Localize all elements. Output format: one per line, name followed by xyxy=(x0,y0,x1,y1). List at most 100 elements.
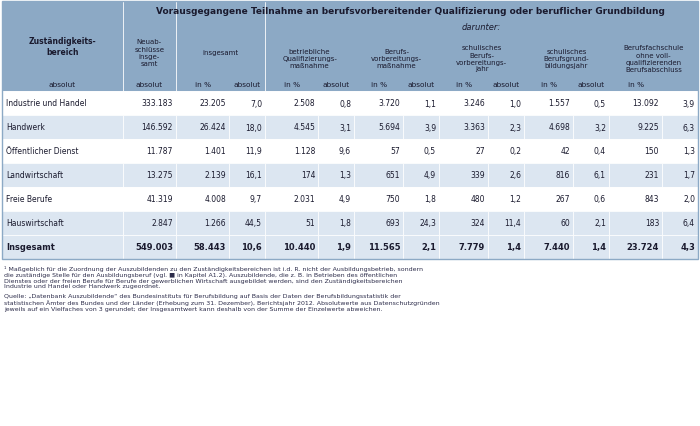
Text: 6,1: 6,1 xyxy=(594,171,606,180)
Text: Vorausgegangene Teilnahme an berufsvorbereitender Qualifizierung oder berufliche: Vorausgegangene Teilnahme an berufsvorbe… xyxy=(156,6,665,15)
Text: 183: 183 xyxy=(645,219,659,228)
Text: 174: 174 xyxy=(301,171,315,180)
Text: in %: in % xyxy=(627,82,643,88)
Bar xyxy=(573,140,609,164)
Bar xyxy=(265,164,318,187)
Text: 480: 480 xyxy=(470,195,485,204)
Bar xyxy=(2,236,122,259)
Text: darunter:: darunter: xyxy=(462,23,501,32)
Text: insgesamt: insgesamt xyxy=(202,50,239,56)
Bar xyxy=(439,116,488,140)
Bar xyxy=(2,187,122,211)
Text: 13.092: 13.092 xyxy=(633,99,659,108)
Text: 3,2: 3,2 xyxy=(594,123,606,132)
Bar xyxy=(318,116,354,140)
Bar xyxy=(662,211,698,236)
Text: 843: 843 xyxy=(645,195,659,204)
Text: absolut: absolut xyxy=(407,82,435,88)
Bar xyxy=(609,236,662,259)
Text: 1,3: 1,3 xyxy=(339,171,351,180)
Text: 2.508: 2.508 xyxy=(293,99,315,108)
Text: 0,5: 0,5 xyxy=(424,147,436,156)
Bar xyxy=(354,116,403,140)
Text: in %: in % xyxy=(195,82,211,88)
Bar xyxy=(403,92,439,116)
Bar xyxy=(265,236,318,259)
Text: Neuab-
schlüsse
insge-
samt: Neuab- schlüsse insge- samt xyxy=(134,40,164,66)
Bar xyxy=(609,140,662,164)
Bar xyxy=(318,236,354,259)
Bar xyxy=(662,92,698,116)
Text: schulisches
Berufsgrund-
bildungsjahr: schulisches Berufsgrund- bildungsjahr xyxy=(544,49,589,69)
Bar xyxy=(609,211,662,236)
Bar xyxy=(439,211,488,236)
Bar xyxy=(403,140,439,164)
Text: ¹ Maßgeblich für die Zuordnung der Auszubildenden zu den Zuständigkeitsbereichen: ¹ Maßgeblich für die Zuordnung der Auszu… xyxy=(4,265,423,289)
Text: 2,3: 2,3 xyxy=(509,123,521,132)
Text: 9,6: 9,6 xyxy=(339,147,351,156)
Bar xyxy=(354,164,403,187)
Text: 7,0: 7,0 xyxy=(250,99,262,108)
Text: 0,6: 0,6 xyxy=(594,195,606,204)
Text: 1,3: 1,3 xyxy=(683,147,695,156)
Text: 1,0: 1,0 xyxy=(509,99,521,108)
Text: absolut: absolut xyxy=(493,82,519,88)
Text: 3.720: 3.720 xyxy=(379,99,400,108)
Text: 267: 267 xyxy=(556,195,570,204)
Bar xyxy=(488,187,524,211)
Bar xyxy=(609,187,662,211)
Bar xyxy=(488,236,524,259)
Text: 3,9: 3,9 xyxy=(683,99,695,108)
Text: Freie Berufe: Freie Berufe xyxy=(6,195,52,204)
Text: 1,2: 1,2 xyxy=(509,195,521,204)
Bar xyxy=(2,211,122,236)
Bar xyxy=(122,164,176,187)
Bar xyxy=(573,116,609,140)
Bar xyxy=(524,211,573,236)
Bar xyxy=(2,2,698,259)
Text: 150: 150 xyxy=(645,147,659,156)
Text: 1.557: 1.557 xyxy=(548,99,570,108)
Text: absolut: absolut xyxy=(49,82,76,88)
Bar xyxy=(122,2,698,20)
Text: 4,3: 4,3 xyxy=(680,243,695,252)
Text: 1,4: 1,4 xyxy=(591,243,606,252)
Bar xyxy=(265,92,318,116)
Text: 339: 339 xyxy=(470,171,485,180)
Bar xyxy=(403,211,439,236)
Bar xyxy=(354,92,403,116)
Bar xyxy=(354,187,403,211)
Bar xyxy=(265,140,318,164)
Text: 2,1: 2,1 xyxy=(421,243,436,252)
Text: 2.139: 2.139 xyxy=(204,171,226,180)
Bar xyxy=(524,140,573,164)
Bar xyxy=(2,116,122,140)
Text: Industrie und Handel: Industrie und Handel xyxy=(6,99,87,108)
Text: 3,1: 3,1 xyxy=(339,123,351,132)
Text: 26.424: 26.424 xyxy=(199,123,226,132)
Bar xyxy=(229,140,265,164)
Text: 1,4: 1,4 xyxy=(506,243,521,252)
Bar xyxy=(229,211,265,236)
Bar xyxy=(488,116,524,140)
Bar xyxy=(122,140,176,164)
Bar xyxy=(609,92,662,116)
Text: absolut: absolut xyxy=(323,82,350,88)
Bar xyxy=(439,140,488,164)
Bar xyxy=(229,164,265,187)
Bar xyxy=(354,140,403,164)
Text: 1.128: 1.128 xyxy=(294,147,315,156)
Text: 4,9: 4,9 xyxy=(339,195,351,204)
Bar xyxy=(524,236,573,259)
Bar xyxy=(176,187,229,211)
Bar xyxy=(662,164,698,187)
Text: 51: 51 xyxy=(306,219,315,228)
Text: 1.401: 1.401 xyxy=(204,147,226,156)
Bar xyxy=(176,140,229,164)
Bar xyxy=(488,211,524,236)
Text: 60: 60 xyxy=(561,219,570,228)
Bar xyxy=(176,211,229,236)
Text: 1.266: 1.266 xyxy=(204,219,226,228)
Bar xyxy=(318,140,354,164)
Text: 16,1: 16,1 xyxy=(245,171,262,180)
